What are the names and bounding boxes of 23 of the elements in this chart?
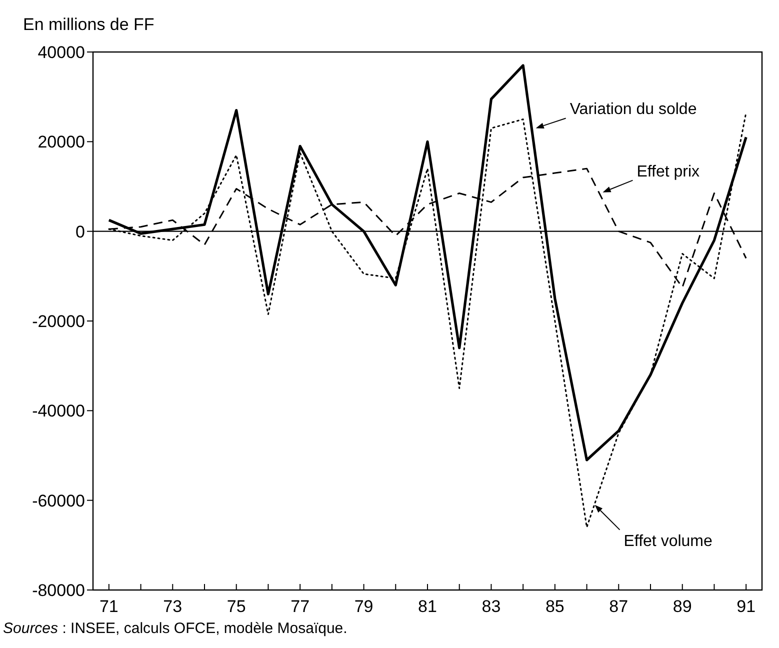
x-tick-label: 85 — [545, 597, 564, 616]
x-tick-label: 83 — [482, 597, 501, 616]
x-tick-label: 79 — [354, 597, 374, 616]
y-tick-label: 0 — [76, 222, 85, 242]
y-tick-label: -60000 — [32, 491, 85, 510]
x-tick-label: 73 — [163, 597, 182, 616]
annotation: Variation du solde — [570, 101, 697, 118]
y-tick-label: -20000 — [32, 312, 85, 331]
y-tick-label: 20000 — [38, 132, 85, 152]
x-tick-label: 87 — [609, 597, 628, 616]
x-tick-label: 75 — [226, 597, 246, 616]
x-tick-label: 91 — [736, 597, 756, 616]
y-tick-label: -80000 — [32, 580, 85, 600]
x-tick-label: 81 — [418, 597, 437, 616]
y-tick-label: 40000 — [38, 42, 85, 62]
y-axis-title: En millions de FF — [23, 15, 154, 34]
x-tick-label: 89 — [672, 597, 692, 616]
annotation: Effet prix — [636, 163, 700, 180]
source-note: Sources : INSEE, calculs OFCE, modèle Mosaïque. — [3, 620, 348, 637]
x-tick-label: 71 — [99, 597, 118, 616]
y-tick-label: -40000 — [32, 402, 85, 421]
x-tick-label: 77 — [290, 597, 310, 616]
annotation: Effet volume — [624, 532, 712, 550]
